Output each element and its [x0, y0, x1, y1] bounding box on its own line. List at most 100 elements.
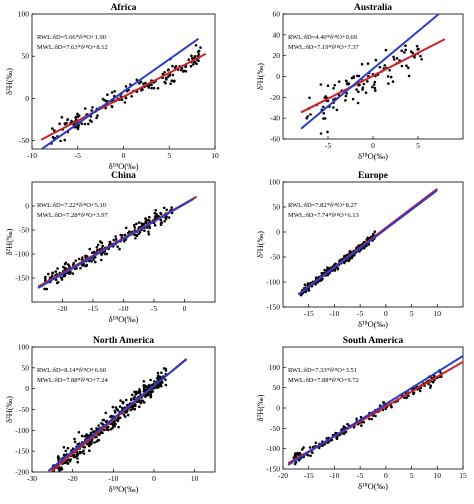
data-point: [135, 78, 139, 82]
x-axis-label: δ¹⁸O(‰): [358, 151, 388, 161]
x-axis-label: δ¹⁸O(‰): [358, 319, 388, 329]
data-point: [317, 446, 321, 450]
data-point: [194, 44, 198, 47]
data-point: [137, 232, 140, 236]
data-point: [368, 417, 371, 421]
data-point: [372, 83, 376, 86]
data-point: [101, 418, 105, 422]
data-point: [137, 390, 141, 394]
data-point: [142, 82, 145, 86]
data-point: [95, 116, 98, 120]
x-axis-label: δ¹⁸O(‰): [109, 161, 139, 171]
data-point: [143, 229, 146, 233]
data-point: [366, 62, 370, 65]
data-point: [120, 406, 124, 410]
mwl-line: [47, 358, 188, 472]
x-axis-label: δ¹⁸O(‰): [109, 484, 139, 494]
data-point: [171, 73, 175, 77]
data-point: [162, 206, 166, 210]
x-tick-label: -5: [151, 304, 157, 313]
data-point: [56, 456, 60, 459]
data-point: [84, 264, 87, 268]
y-axis-label: δ²H(‰): [4, 228, 14, 255]
y-tick-label: 100: [18, 343, 30, 352]
data-point: [54, 270, 58, 273]
data-point: [374, 89, 377, 92]
x-tick-label: -10: [329, 471, 339, 480]
y-tick-label: 0: [276, 404, 280, 413]
data-point: [404, 48, 408, 52]
data-point: [59, 139, 62, 143]
data-point: [156, 371, 160, 375]
data-point: [53, 474, 56, 477]
x-tick-label: -30: [27, 474, 37, 483]
y-tick-label: -40: [270, 114, 280, 123]
y-tick-label: -50: [270, 424, 280, 433]
data-point: [73, 437, 76, 441]
data-point: [77, 431, 81, 434]
data-point: [388, 69, 391, 72]
data-point: [123, 101, 127, 104]
mwl-line: [297, 189, 438, 296]
data-point: [293, 462, 297, 466]
data-point: [107, 425, 110, 429]
x-tick-label: 5: [167, 151, 171, 160]
data-point: [302, 446, 305, 449]
data-point: [93, 441, 96, 444]
data-point: [134, 403, 137, 406]
y-tick-label: -150: [266, 303, 280, 312]
data-point: [169, 82, 172, 85]
data-point: [77, 257, 81, 261]
data-point: [114, 237, 118, 241]
data-point: [66, 118, 69, 122]
data-point: [361, 86, 365, 89]
data-point: [101, 423, 105, 426]
data-point: [149, 378, 152, 382]
data-point: [147, 393, 150, 397]
data-point: [88, 441, 92, 444]
data-point: [172, 80, 176, 83]
x-tick-label: -5: [357, 309, 363, 318]
data-point: [123, 415, 127, 418]
y-tick-label: -50: [19, 405, 29, 414]
data-point: [124, 85, 128, 88]
y-tick-label: -150: [15, 274, 29, 283]
data-point: [164, 383, 168, 387]
data-point: [125, 398, 128, 402]
equation-label: RWL:δD=7.22*δ¹⁸O+5.10: [37, 202, 106, 209]
y-tick-label: 100: [269, 178, 281, 187]
data-point: [344, 94, 348, 98]
y-axis-label: δ²H(‰): [255, 231, 265, 258]
data-point: [133, 226, 137, 229]
data-point: [113, 425, 116, 428]
data-point: [50, 274, 54, 278]
data-point: [373, 86, 377, 90]
data-point: [335, 436, 338, 440]
data-point: [76, 112, 79, 116]
data-point: [66, 462, 70, 465]
data-point: [149, 395, 153, 399]
data-point: [386, 75, 390, 78]
y-tick-label: 50: [273, 383, 281, 392]
data-point: [134, 237, 137, 240]
data-point: [392, 55, 395, 59]
y-tick-label: 20: [273, 51, 281, 60]
data-point: [45, 287, 49, 291]
data-point: [378, 65, 382, 69]
data-point: [80, 122, 84, 126]
data-point: [43, 287, 46, 291]
x-tick-label: 10: [211, 151, 219, 160]
y-axis-label: δ²H(‰): [4, 396, 14, 423]
data-point: [370, 417, 374, 421]
data-point: [116, 409, 120, 412]
x-tick-label: 0: [371, 141, 375, 150]
data-point: [420, 58, 423, 61]
data-point: [160, 221, 164, 224]
data-point: [345, 92, 349, 95]
x-tick-label: 5: [410, 471, 414, 480]
data-point: [407, 74, 411, 78]
y-axis-label: δ²H(‰): [255, 63, 265, 90]
data-point: [104, 420, 108, 424]
data-point: [131, 407, 134, 411]
data-point: [90, 109, 93, 112]
